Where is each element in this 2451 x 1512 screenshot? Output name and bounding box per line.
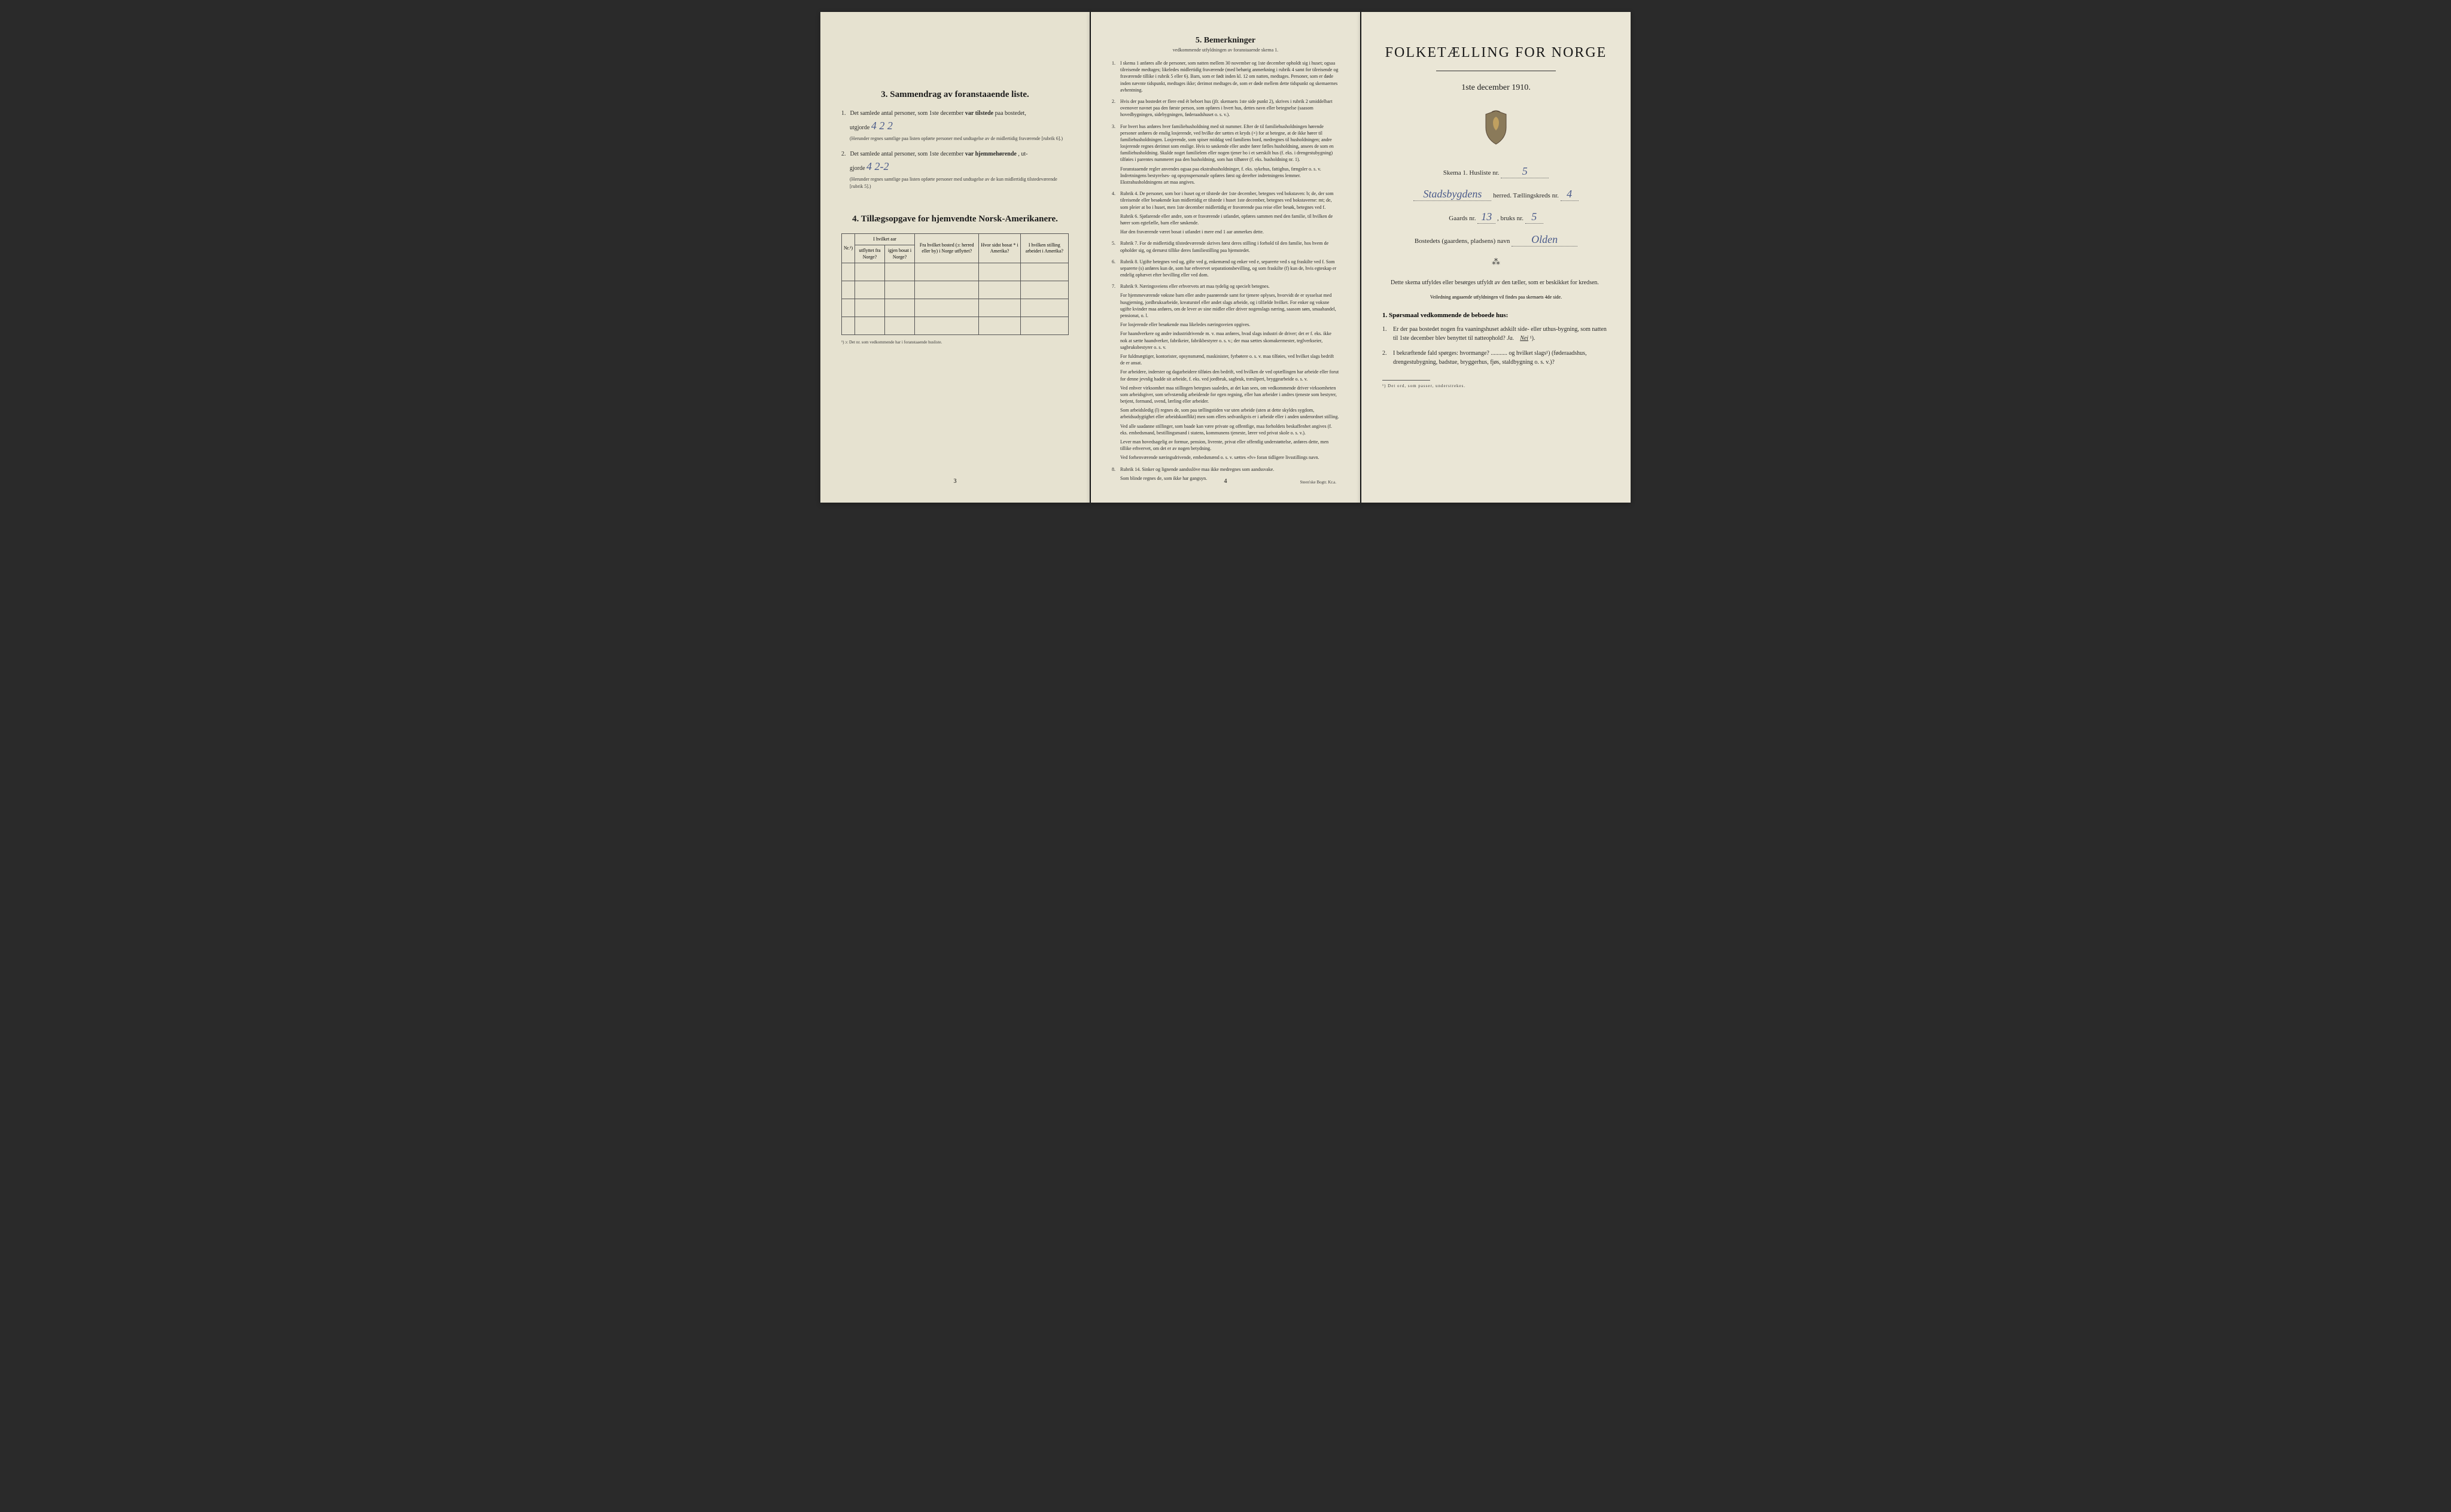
summary-item-2: 2. Det samlede antal personer, som 1ste … <box>841 150 1069 190</box>
bosted-name: Olden <box>1512 233 1577 247</box>
herred-name: Stadsbygdens <box>1413 188 1491 201</box>
col-year: I hvilket aar <box>855 234 915 245</box>
page-3: FOLKETÆLLING FOR NORGE 1ste december 191… <box>1361 12 1631 503</box>
table-row <box>842 263 1069 281</box>
question-header: 1. Spørsmaal vedkommende de beboede hus: <box>1382 312 1610 319</box>
skema-line: Skema 1. Husliste nr. 5 <box>1382 165 1610 178</box>
taellingskreds-nr: 4 <box>1561 188 1579 201</box>
question-section: 1. Spørsmaal vedkommende de beboede hus:… <box>1382 312 1610 367</box>
bosted-line: Bostedets (gaardens, pladsens) navn Olde… <box>1382 233 1610 247</box>
col-position: I hvilken stilling arbeidet i Amerika? <box>1020 234 1068 263</box>
question-2: 2. I bekræftende fald spørges: hvormange… <box>1382 349 1610 367</box>
count-present: 4 2 2 <box>871 120 893 132</box>
summary-items: 1. Det samlede antal personer, som 1ste … <box>841 109 1069 190</box>
remark-6: 6. Rubrik 8. Ugifte betegnes ved ug, gif… <box>1112 258 1339 279</box>
table-row <box>842 299 1069 317</box>
census-date: 1ste december 1910. <box>1382 83 1610 93</box>
section-5-subtitle: vedkommende utfyldningen av foranstaaend… <box>1112 47 1339 53</box>
col-where: Hvor sidst bosat * i Amerika? <box>979 234 1020 263</box>
emigrant-table: Nr.¹) I hvilket aar Fra hvilket bosted (… <box>841 233 1069 335</box>
section-5-title: 5. Bemerkninger <box>1112 36 1339 45</box>
herred-line: Stadsbygdens herred. Tællingskreds nr. 4 <box>1382 188 1610 201</box>
instruction-sub: Veiledning angaaende utfyldningen vil fi… <box>1382 294 1610 300</box>
subcol-returned: igjen bosat i Norge? <box>884 245 914 263</box>
remark-7: 7. Rubrik 9. Næringsveiens eller erhverv… <box>1112 283 1339 461</box>
table-footnote: ¹) ɔ: Det nr. som vedkommende har i fora… <box>841 340 1069 345</box>
bruks-nr: 5 <box>1525 211 1543 224</box>
section-3-title: 3. Sammendrag av foranstaaende liste. <box>841 90 1069 100</box>
section-4-title: 4. Tillægsopgave for hjemvendte Norsk-Am… <box>841 214 1069 224</box>
page-number-1: 3 <box>954 478 957 485</box>
instruction-text: Dette skema utfyldes eller besørges utfy… <box>1382 278 1610 287</box>
main-title: FOLKETÆLLING FOR NORGE <box>1382 45 1610 61</box>
table-row <box>842 317 1069 335</box>
ornament-icon: ⁂ <box>1382 257 1610 267</box>
remark-5: 5. Rubrik 7. For de midlertidig tilstede… <box>1112 240 1339 253</box>
section-4: 4. Tillægsopgave for hjemvendte Norsk-Am… <box>841 214 1069 345</box>
remarks-list: 1. I skema 1 anføres alle de personer, s… <box>1112 60 1339 482</box>
census-document: 3. Sammendrag av foranstaaende liste. 1.… <box>820 12 1631 503</box>
husliste-nr: 5 <box>1501 165 1549 178</box>
page-2: 5. Bemerkninger vedkommende utfyldningen… <box>1091 12 1360 503</box>
form-fields: Skema 1. Husliste nr. 5 Stadsbygdens her… <box>1382 165 1610 247</box>
question-1: 1. Er der paa bostedet nogen fra vaaning… <box>1382 325 1610 343</box>
footnote-page3: ¹) Det ord, som passer, understrekes. <box>1382 379 1610 388</box>
gaard-line: Gaards nr. 13 , bruks nr. 5 <box>1382 211 1610 224</box>
remark-1: 1. I skema 1 anføres alle de personer, s… <box>1112 60 1339 93</box>
remark-4: 4. Rubrik 4. De personer, som bor i huse… <box>1112 190 1339 235</box>
page-number-2: 4 <box>1224 478 1227 485</box>
section-3: 3. Sammendrag av foranstaaende liste. 1.… <box>841 90 1069 190</box>
col-from: Fra hvilket bosted (ɔ: herred eller by) … <box>915 234 979 263</box>
remark-2: 2. Hvis der paa bostedet er flere end ét… <box>1112 98 1339 118</box>
remark-3: 3. For hvert hus anføres hver familiehus… <box>1112 123 1339 186</box>
table-row <box>842 281 1069 299</box>
page-1: 3. Sammendrag av foranstaaende liste. 1.… <box>820 12 1090 503</box>
subcol-emigrated: utflyttet fra Norge? <box>855 245 885 263</box>
summary-item-1: 1. Det samlede antal personer, som 1ste … <box>841 109 1069 142</box>
printer-note: Steen'ske Bogtr. Kr.a. <box>1300 480 1336 485</box>
gaards-nr: 13 <box>1477 211 1495 224</box>
count-resident: 4 2-2 <box>866 160 889 172</box>
coat-of-arms-icon <box>1382 109 1610 148</box>
answer-nei: Nei <box>1520 335 1528 342</box>
col-nr: Nr.¹) <box>842 234 855 263</box>
